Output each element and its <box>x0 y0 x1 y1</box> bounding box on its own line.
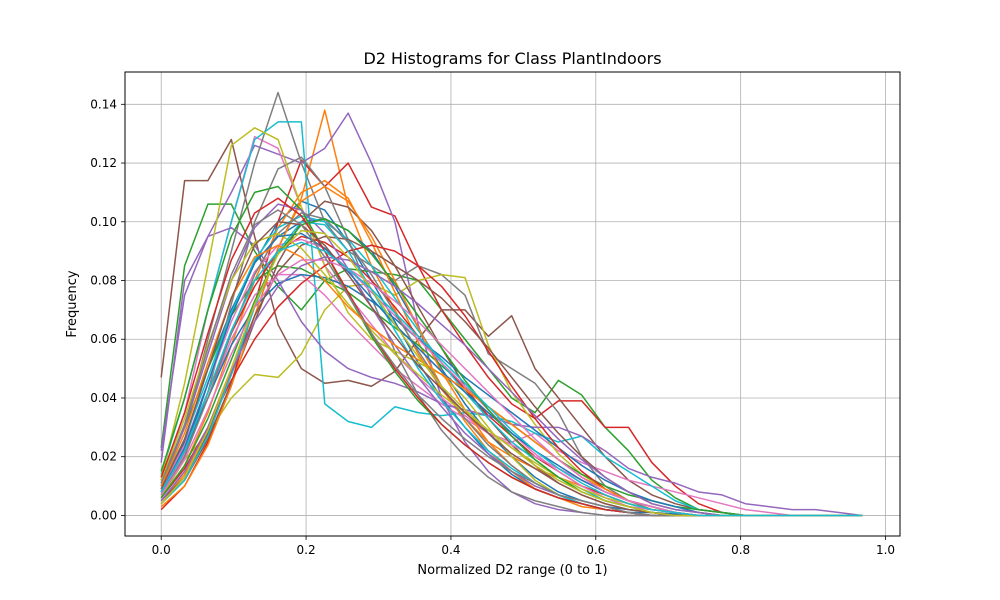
y-tick-label: 0.02 <box>90 450 117 464</box>
y-tick-label: 0.08 <box>90 274 117 288</box>
x-tick-label: 0.6 <box>586 543 605 557</box>
chart-title: D2 Histograms for Class PlantIndoors <box>363 49 661 68</box>
y-tick-label: 0.00 <box>90 508 117 522</box>
y-tick-label: 0.12 <box>90 156 117 170</box>
x-tick-label: 0.2 <box>297 543 316 557</box>
y-tick-label: 0.10 <box>90 215 117 229</box>
x-axis-ticks: 0.0 0.2 0.4 0.6 0.8 1.0 <box>152 536 895 557</box>
y-axis-ticks: 0.00 0.02 0.04 0.06 0.08 0.10 0.12 0.14 <box>90 97 125 522</box>
x-tick-label: 1.0 <box>876 543 895 557</box>
x-axis-label: Normalized D2 range (0 to 1) <box>417 563 607 578</box>
series-lines <box>160 91 863 517</box>
x-tick-label: 0.0 <box>152 543 171 557</box>
series-line-40 <box>160 241 863 517</box>
y-axis-label: Frequency <box>65 270 80 337</box>
y-tick-label: 0.06 <box>90 332 117 346</box>
plot-frame <box>124 71 901 537</box>
x-tick-label: 0.8 <box>731 543 750 557</box>
y-tick-label: 0.04 <box>90 391 117 405</box>
x-tick-label: 0.4 <box>441 543 460 557</box>
y-tick-label: 0.14 <box>90 97 117 111</box>
